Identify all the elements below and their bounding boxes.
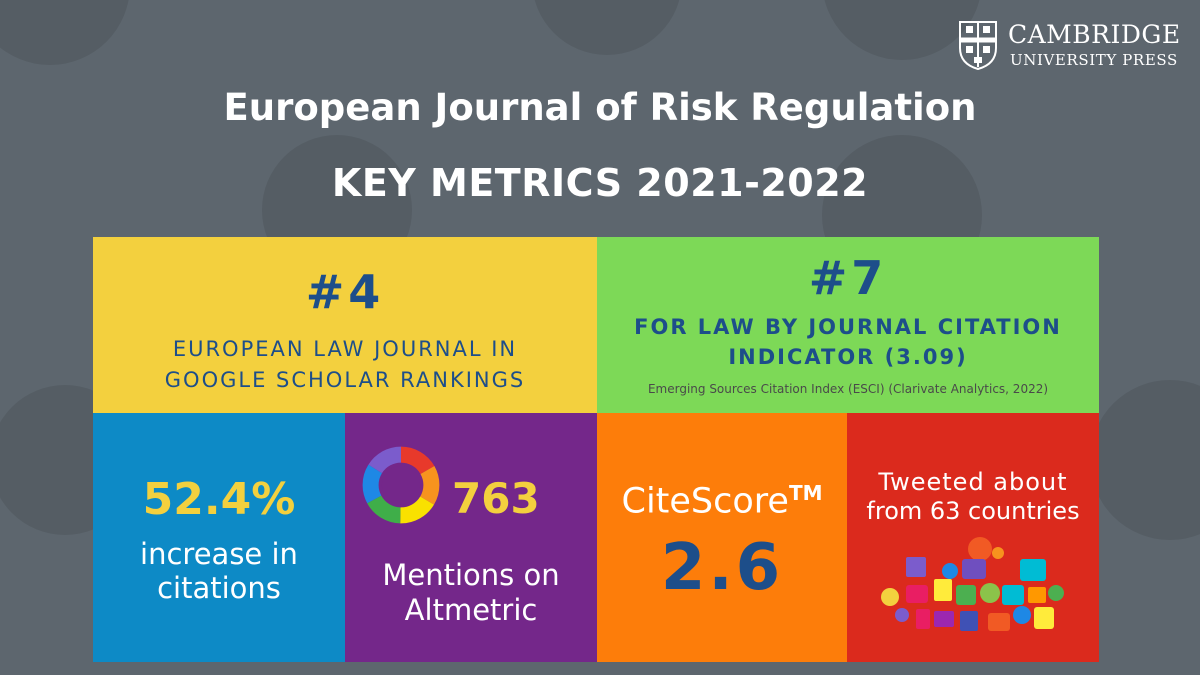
citation-indicator-source: Emerging Sources Citation Index (ESCI) (… (647, 382, 1049, 396)
citation-indicator-line2: INDICATOR (3.09) (728, 345, 968, 369)
publisher-logo: Cambridge University Press (958, 20, 1188, 72)
journal-title: European Journal of Risk Regulation (223, 86, 977, 129)
altmetric-value: 763 (452, 474, 540, 523)
citation-indicator-number: #7 (808, 251, 888, 305)
page-subtitle: KEY METRICS 2021-2022 (331, 161, 869, 205)
ranking-line2: GOOGLE SCHOLAR RANKINGS (164, 368, 526, 392)
citations-value: 52.4% (142, 474, 296, 525)
twitter-line2: from 63 countries (866, 497, 1080, 525)
citescore-label: CiteScore (621, 481, 789, 522)
citations-panel: 52.4% increase in citations (93, 413, 345, 662)
altmetric-line2: Altmetric (404, 593, 538, 627)
ranking-panel: #4 EUROPEAN LAW JOURNAL IN GOOGLE SCHOLA… (93, 237, 597, 413)
background-circle (1090, 380, 1200, 540)
background-circle (532, 0, 682, 55)
logo-subline: University Press (1010, 51, 1178, 69)
altmetric-donut-icon (362, 446, 440, 524)
altmetric-panel: 763 Mentions on Altmetric (345, 413, 597, 662)
background-circle (0, 0, 130, 65)
twitter-line1: Tweeted about (878, 468, 1068, 496)
citescore-trademark: TM (788, 481, 823, 505)
citescore-value: 2.6 (660, 531, 784, 605)
citation-indicator-line1: FOR LAW BY JOURNAL CITATION (634, 315, 1062, 339)
citescore-label-row: CiteScoreTM (597, 481, 847, 522)
ranking-line1: EUROPEAN LAW JOURNAL IN (172, 337, 518, 361)
citations-line2: citations (157, 571, 281, 605)
citation-indicator-panel: #7 FOR LAW BY JOURNAL CITATION INDICATOR… (597, 237, 1099, 413)
social-media-icons-cluster (881, 537, 1064, 631)
logo-wordmark: Cambridge (1008, 20, 1181, 49)
altmetric-line1: Mentions on (382, 558, 560, 592)
citescore-panel: CiteScoreTM 2.6 (597, 413, 847, 662)
citations-line1: increase in (140, 537, 298, 571)
ranking-number: #4 (305, 265, 385, 319)
cambridge-shield-logo (959, 21, 997, 70)
